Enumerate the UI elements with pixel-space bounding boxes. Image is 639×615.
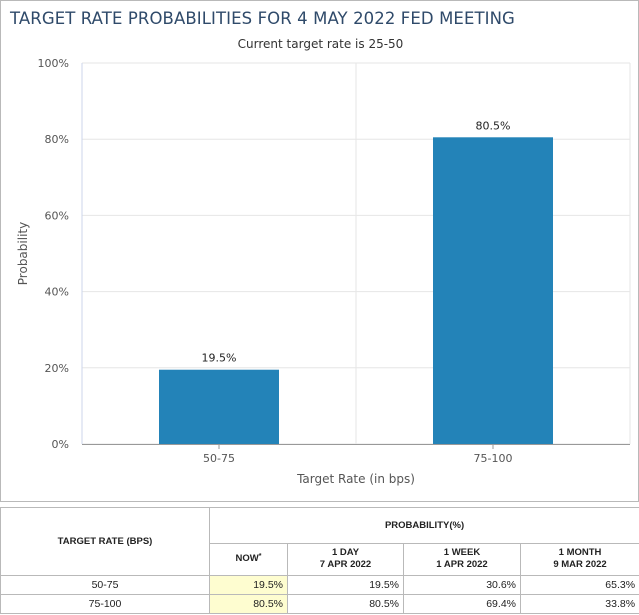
bar xyxy=(433,137,553,445)
bar xyxy=(159,369,279,444)
now-marker: * xyxy=(258,553,262,561)
column-header-now: NOW* xyxy=(209,542,288,577)
y-tick-label: 20% xyxy=(45,362,69,375)
y-tick-label: 60% xyxy=(45,209,69,222)
y-axis-title: Probability xyxy=(16,222,30,285)
value-cell-now: 80.5% xyxy=(209,594,288,614)
x-axis-title: Target Rate (in bps) xyxy=(296,472,415,486)
probability-table: TARGET RATE (BPS) PROBABILITY(%) NOW* 1 … xyxy=(0,507,639,614)
rate-cell: 50-75 xyxy=(0,575,210,595)
data-label: 80.5% xyxy=(476,119,511,132)
value-cell: 80.5% xyxy=(287,594,404,614)
column-header-1-week: 1 WEEK 1 APR 2022 xyxy=(403,542,521,577)
rate-column-header: TARGET RATE (BPS) xyxy=(0,507,210,576)
value-cell: 69.4% xyxy=(403,594,521,614)
y-tick-label: 100% xyxy=(38,57,69,70)
bar-chart: 0% 20% 40% 60% 80% 100% 19.5% 50-75 80.5% 75-100 T… xyxy=(16,57,631,486)
y-tick-label: 80% xyxy=(45,133,69,146)
y-tick-label: 40% xyxy=(45,286,69,299)
value-cell: 33.8% xyxy=(519,594,639,614)
x-tick-label: 75-100 xyxy=(474,452,513,465)
chart-subtitle: Current target rate is 25-50 xyxy=(237,37,404,51)
table-row: 50-75 19.5% 19.5% 30.6% 65.3% xyxy=(0,575,639,595)
table-row: 75-100 80.5% 80.5% 69.4% 33.8% xyxy=(0,594,639,614)
rate-cell: 75-100 xyxy=(0,594,210,614)
column-date: 9 MAR 2022 xyxy=(553,559,607,571)
column-header-1-month: 1 MONTH 9 MAR 2022 xyxy=(519,542,639,577)
data-label: 19.5% xyxy=(202,352,237,365)
value-cell-now: 19.5% xyxy=(209,575,288,595)
column-header-1-day: 1 DAY 7 APR 2022 xyxy=(287,542,404,577)
column-date: 1 APR 2022 xyxy=(436,559,488,571)
chart-title: TARGET RATE PROBABILITIES FOR 4 MAY 2022… xyxy=(10,9,515,28)
column-date: 7 APR 2022 xyxy=(319,559,372,571)
chart-panel: TARGET RATE PROBABILITIES FOR 4 MAY 2022… xyxy=(0,0,639,502)
y-tick-label: 0% xyxy=(52,438,69,451)
value-cell: 65.3% xyxy=(519,575,639,595)
x-tick-label: 50-75 xyxy=(203,452,235,465)
value-cell: 30.6% xyxy=(403,575,521,595)
value-cell: 19.5% xyxy=(287,575,404,595)
probability-column-header: PROBABILITY(%) xyxy=(208,507,639,544)
